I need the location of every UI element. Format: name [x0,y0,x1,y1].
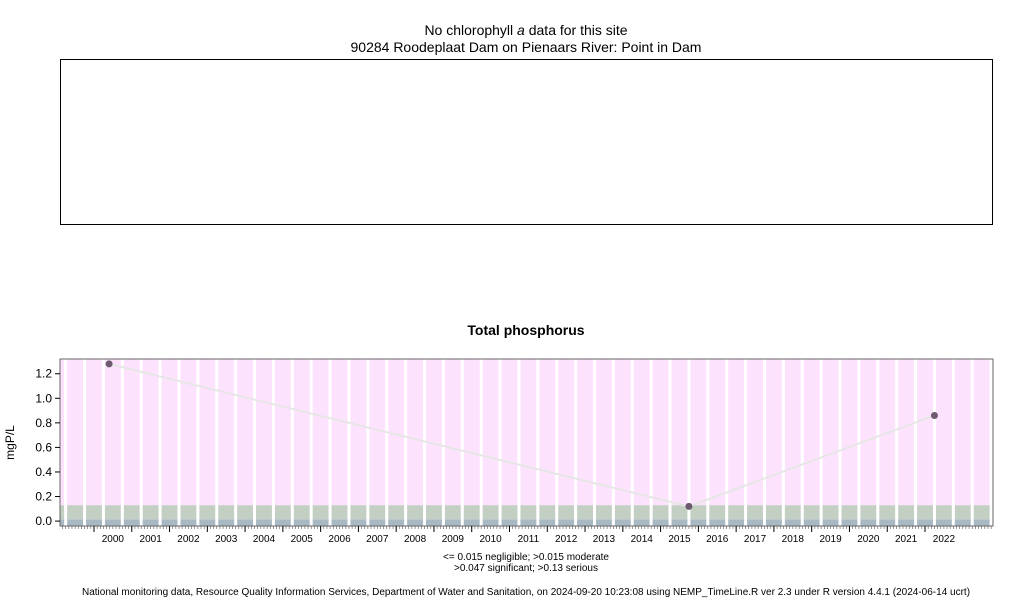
chlorophyll-no-data-title: No chlorophyll a data for this site [0,22,1024,38]
site-title: 90284 Roodeplaat Dam on Pienaars River: … [350,39,702,55]
data-point [930,411,938,419]
x-tick-label: 2001 [140,534,163,545]
band-serious [60,359,993,506]
band-moderate [60,505,993,520]
x-tick-label: 2020 [857,534,880,545]
x-tick-label: 2019 [819,534,842,545]
x-tick-label: 2017 [744,534,767,545]
chlorophyll-empty-plot-panel [60,59,993,225]
x-tick-label: 2003 [215,534,238,545]
chart-title: Total phosphorus [467,322,585,338]
y-tick-label: 0.0 [35,514,52,528]
no-data-italic: a [517,22,525,38]
x-tick-label: 2008 [404,534,427,545]
legend-note-line-1: <= 0.015 negligible; >0.015 moderate [443,552,609,563]
x-tick-label: 2016 [706,534,729,545]
y-tick-label: 1.2 [35,367,52,381]
no-data-suffix: data for this site [528,22,628,38]
x-tick-label: 2004 [253,534,276,545]
band-negligible [60,519,993,526]
x-tick-label: 2013 [593,534,616,545]
x-tick-label: 2002 [177,534,200,545]
y-tick-label: 0.2 [35,490,52,504]
no-data-prefix: No chlorophyll [424,22,514,38]
data-point [105,360,113,368]
total-phosphorus-chart: 0.0 0.2 0.4 0.6 0.8 1.0 1.2 mgP/L 2000 2001 2002 20… [3,358,994,545]
x-tick-label: 2011 [518,534,540,545]
x-tick-label: 2009 [442,534,465,545]
y-axis-label: mgP/L [3,425,17,460]
x-tick-label: 2022 [933,534,956,545]
x-tick-label: 2014 [631,534,654,545]
footer-credit: National monitoring data, Resource Quali… [81,587,971,598]
data-point [685,502,693,510]
plot-frame [59,358,994,527]
x-tick-label: 2007 [366,534,389,545]
y-tick-label: 1.0 [35,391,52,405]
x-tick-label: 2010 [479,534,502,545]
x-tick-label: 2005 [291,534,314,545]
x-tick-label: 2021 [895,534,918,545]
y-tick-label: 0.8 [35,416,52,430]
x-tick-label: 2015 [668,534,691,545]
x-tick-label: 2000 [102,534,125,545]
y-tick-label: 0.4 [35,465,52,479]
x-tick-label: 2012 [555,534,578,545]
y-tick-label: 0.6 [35,440,52,454]
legend-note-line-2: >0.047 significant; >0.13 serious [454,563,598,574]
x-tick-label: 2018 [782,534,805,545]
x-tick-label: 2006 [328,534,351,545]
